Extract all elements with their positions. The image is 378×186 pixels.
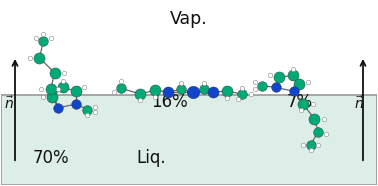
Text: $\vec{n}$: $\vec{n}$	[5, 96, 15, 112]
Text: Vap.: Vap.	[170, 10, 208, 28]
Text: $\vec{n}$: $\vec{n}$	[354, 96, 364, 112]
Text: 7%: 7%	[287, 93, 313, 111]
Text: 70%: 70%	[33, 149, 69, 167]
Text: Liq.: Liq.	[136, 149, 166, 167]
Bar	[1, 95, 377, 185]
Text: 16%: 16%	[151, 93, 188, 111]
